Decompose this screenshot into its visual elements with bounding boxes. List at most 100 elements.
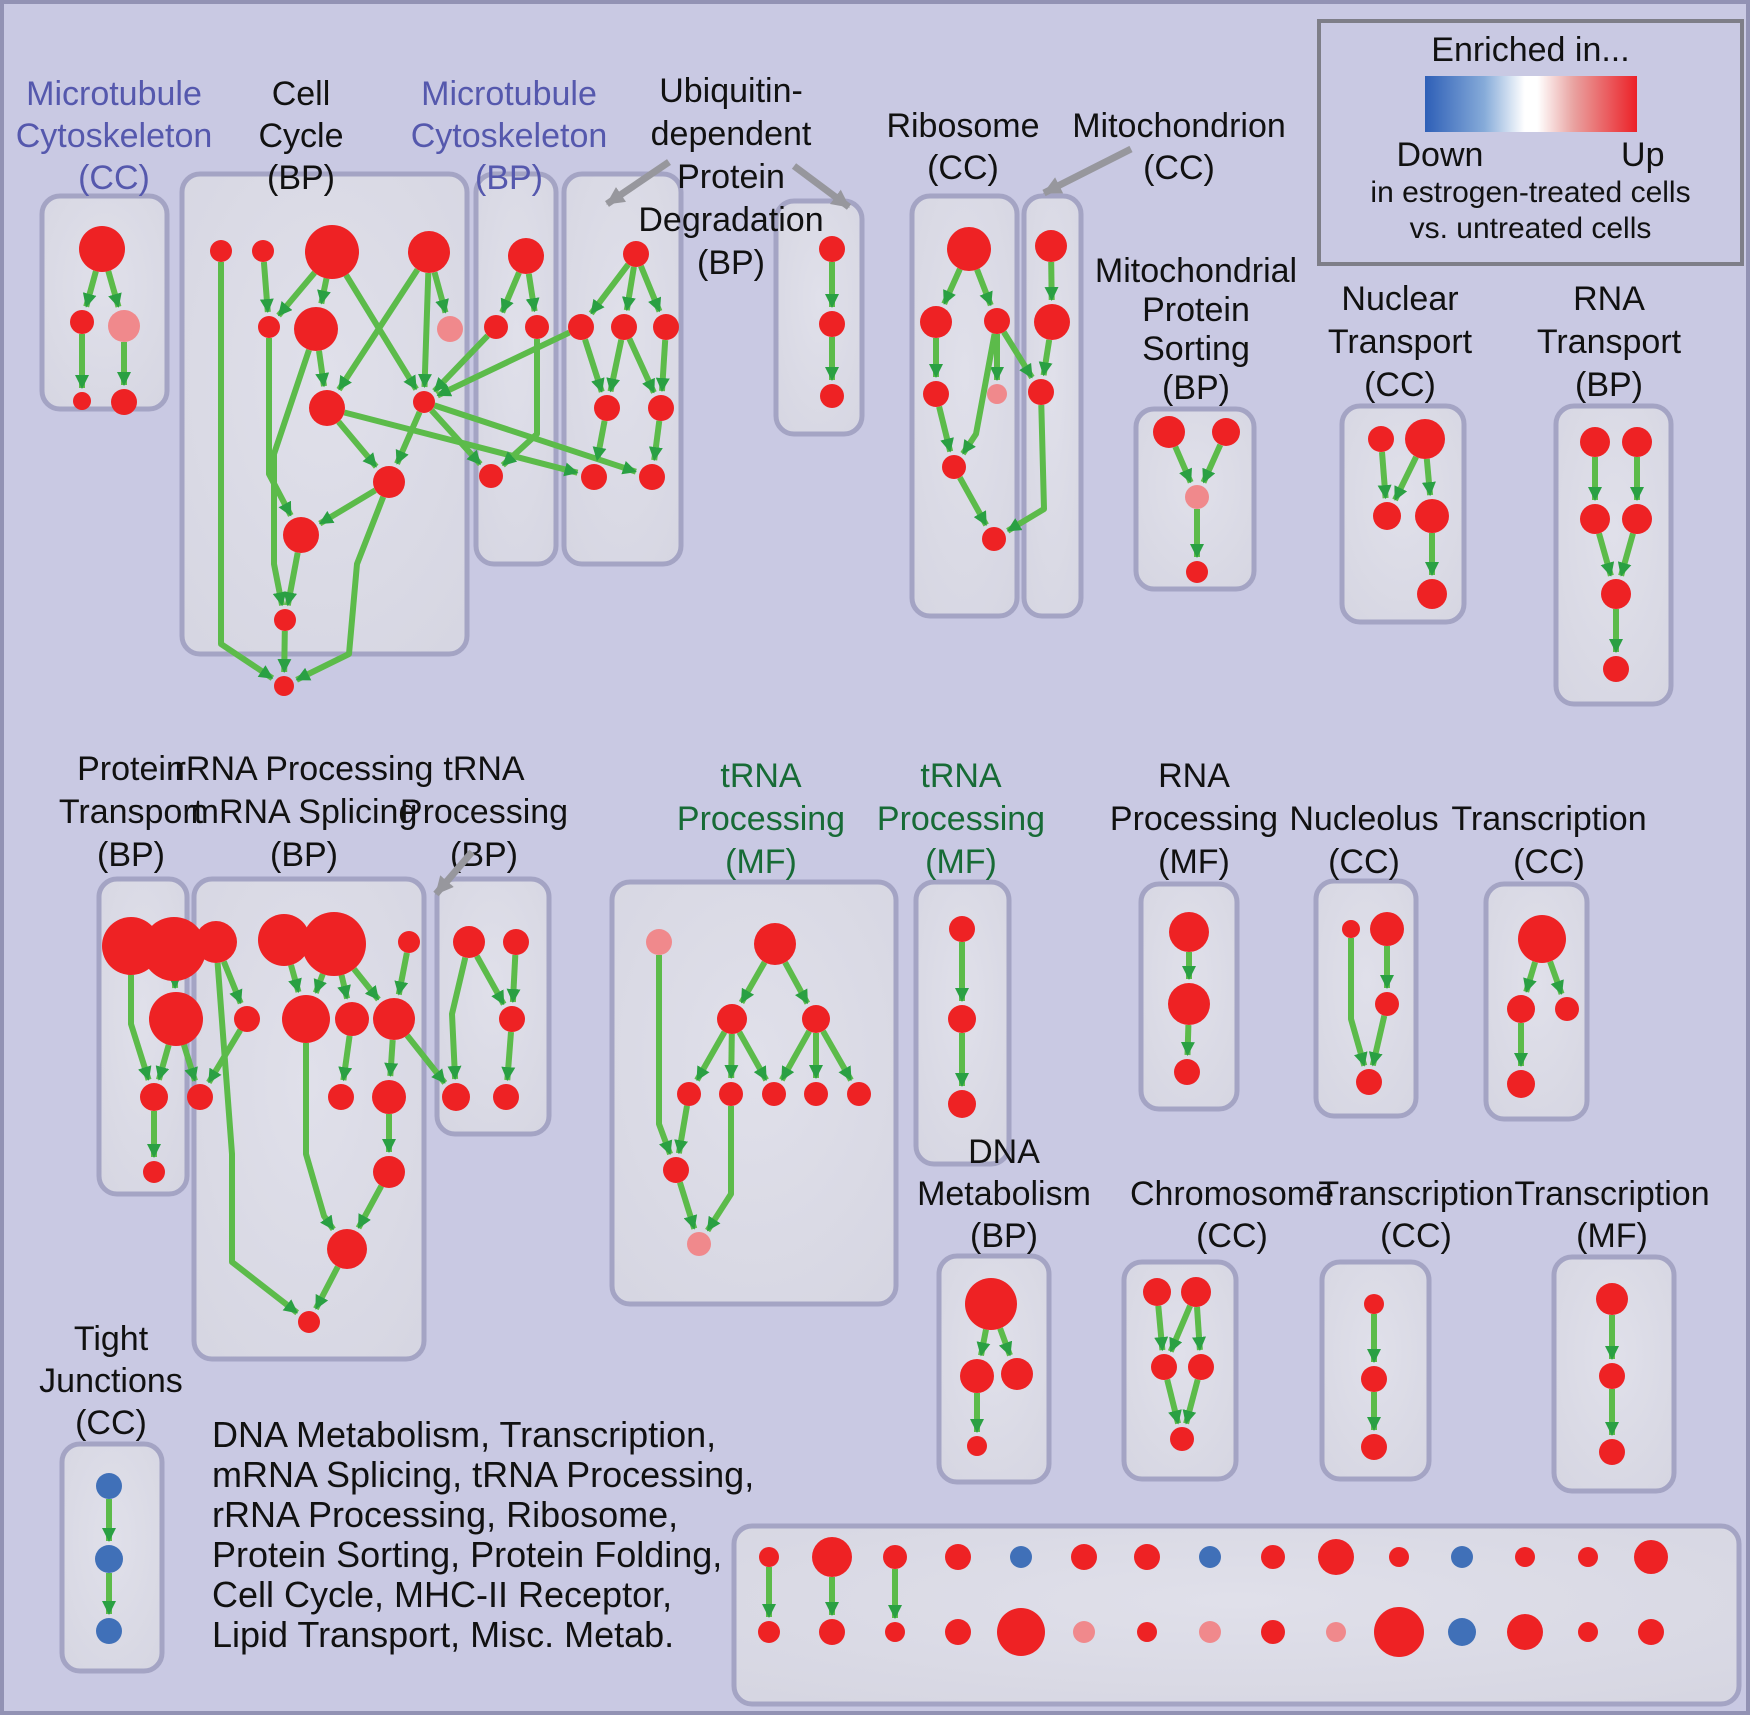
edge-arrow bbox=[394, 952, 410, 996]
mixed-terms-caption-line: Protein Sorting, Protein Folding, bbox=[212, 1534, 722, 1575]
cluster-label-cell-cycle-bp: (BP) bbox=[267, 159, 335, 197]
cluster-label-mitochondrial-protein-sorting-bp: Mitochondrial bbox=[1095, 252, 1297, 290]
cluster-label-mitochondrial-protein-sorting-bp: Sorting bbox=[1142, 330, 1250, 368]
edge-arrow bbox=[384, 1039, 399, 1077]
edge-arrow bbox=[674, 1105, 690, 1155]
edge-arrow bbox=[506, 954, 521, 1003]
edge-arrow bbox=[105, 270, 122, 308]
edge-arrow bbox=[1164, 1378, 1182, 1425]
go-term-node bbox=[1073, 1621, 1095, 1643]
mixed-terms-caption-line: rRNA Processing, Ribosome, bbox=[212, 1494, 678, 1535]
go-term-node bbox=[373, 466, 405, 498]
go-term-node bbox=[653, 314, 679, 340]
cluster-label-microtubule-cytoskeleton-bp: Microtubule bbox=[421, 75, 597, 113]
go-term-node bbox=[1373, 502, 1401, 530]
go-term-node bbox=[1035, 230, 1067, 262]
edge-arrow bbox=[432, 333, 490, 394]
go-term-node bbox=[819, 1619, 845, 1645]
go-term-node bbox=[1169, 912, 1209, 952]
go-term-node bbox=[1448, 1618, 1476, 1646]
go-term-node bbox=[1342, 920, 1360, 938]
edge-arrow bbox=[1044, 261, 1059, 301]
go-term-node bbox=[1134, 1544, 1160, 1570]
go-term-node bbox=[499, 1006, 525, 1032]
edge-arrow bbox=[1392, 455, 1419, 502]
go-term-node bbox=[987, 384, 1007, 404]
go-term-node bbox=[754, 923, 796, 965]
edge-arrow bbox=[655, 339, 670, 392]
go-term-node bbox=[274, 676, 294, 696]
edge-arrow bbox=[1172, 445, 1194, 484]
mixed-terms-caption-line: mRNA Splicing, tRNA Processing, bbox=[212, 1454, 754, 1495]
go-term-node bbox=[437, 316, 463, 342]
go-term-node bbox=[804, 1082, 828, 1106]
go-term-node bbox=[1174, 1059, 1200, 1085]
edge-arrow bbox=[1596, 532, 1615, 577]
go-term-node bbox=[1181, 1277, 1211, 1307]
go-term-node bbox=[1151, 1354, 1177, 1380]
go-term-node bbox=[1580, 504, 1610, 534]
go-term-node bbox=[758, 1621, 780, 1643]
cluster-label-rrna-processing-mrna-splicing-bp: rRNA Processing bbox=[175, 750, 434, 788]
edge-arrow bbox=[355, 1184, 384, 1230]
cluster-label-nucleolus-cc: Nucleolus bbox=[1289, 800, 1438, 838]
diagram-svg: Microtubule Cytoskeleton (CC) Cell Cycle (BP)… bbox=[16, 72, 1742, 1707]
edge-arrow bbox=[638, 264, 663, 313]
cluster-label-microtubule-cytoskeleton-bp: (BP) bbox=[475, 159, 543, 197]
go-term-node bbox=[945, 1619, 971, 1645]
edge-arrow bbox=[431, 271, 449, 314]
edge-arrow bbox=[500, 339, 540, 468]
edge-arrow bbox=[417, 272, 432, 388]
edge-arrow bbox=[1180, 1024, 1195, 1056]
go-term-node bbox=[847, 1082, 871, 1106]
go-term-node bbox=[258, 316, 280, 338]
edge-arrow bbox=[313, 1265, 341, 1311]
edge-arrow bbox=[343, 273, 419, 391]
go-term-node bbox=[294, 307, 338, 351]
go-term-node bbox=[1599, 1363, 1625, 1389]
edge-arrow bbox=[394, 410, 423, 465]
go-term-node bbox=[305, 225, 359, 279]
go-term-node bbox=[143, 1161, 165, 1183]
cluster-label-trna-processing-mf-2: (MF) bbox=[925, 843, 997, 881]
edge-arrow bbox=[1182, 1378, 1201, 1425]
edge-arrow bbox=[957, 476, 989, 527]
cluster-label-rna-transport-bp: (BP) bbox=[1575, 366, 1643, 404]
go-term-node bbox=[1143, 1278, 1171, 1306]
edge-arrow bbox=[336, 267, 421, 392]
edge-arrow bbox=[724, 1033, 739, 1079]
edge-arrow bbox=[474, 954, 507, 1006]
cluster-label-transcription-cc-row3: Transcription bbox=[1318, 1175, 1513, 1213]
go-term-node bbox=[79, 226, 125, 272]
edge-arrow bbox=[337, 974, 351, 1000]
cluster-label-protein-transport-bp: Protein bbox=[77, 750, 185, 788]
go-term-node bbox=[611, 314, 637, 340]
cluster-label-trna-processing-mf-2: tRNA bbox=[920, 757, 1002, 795]
go-term-node bbox=[1364, 1294, 1384, 1314]
edge-arrow bbox=[1348, 938, 1368, 1067]
cluster-label-rrna-processing-mrna-splicing-bp: (BP) bbox=[270, 836, 338, 874]
go-term-node bbox=[1318, 1539, 1354, 1575]
go-term-node bbox=[1603, 656, 1629, 682]
go-term-node bbox=[140, 1083, 168, 1111]
cluster-label-rna-processing-mf: Processing bbox=[1110, 800, 1278, 838]
go-term-node bbox=[1599, 1439, 1625, 1465]
go-term-node bbox=[1010, 1546, 1032, 1568]
go-term-node bbox=[1622, 504, 1652, 534]
edge-arrow bbox=[155, 1044, 172, 1081]
go-term-node bbox=[965, 1278, 1017, 1330]
go-term-node bbox=[1137, 1622, 1157, 1642]
edge-arrow bbox=[648, 420, 663, 462]
edge-arrow bbox=[303, 1043, 336, 1232]
cluster-label-transcription-mf: Transcription bbox=[1514, 1175, 1709, 1213]
edge-arrow bbox=[1200, 443, 1224, 484]
go-term-node bbox=[648, 395, 674, 421]
go-term-node bbox=[484, 315, 508, 339]
edge-arrow bbox=[694, 1030, 728, 1082]
edge-arrow bbox=[312, 972, 327, 994]
edge-arrow bbox=[941, 267, 963, 306]
go-term-node bbox=[1596, 1283, 1628, 1315]
edge-arrow bbox=[525, 273, 540, 313]
go-term-node bbox=[1168, 983, 1210, 1025]
